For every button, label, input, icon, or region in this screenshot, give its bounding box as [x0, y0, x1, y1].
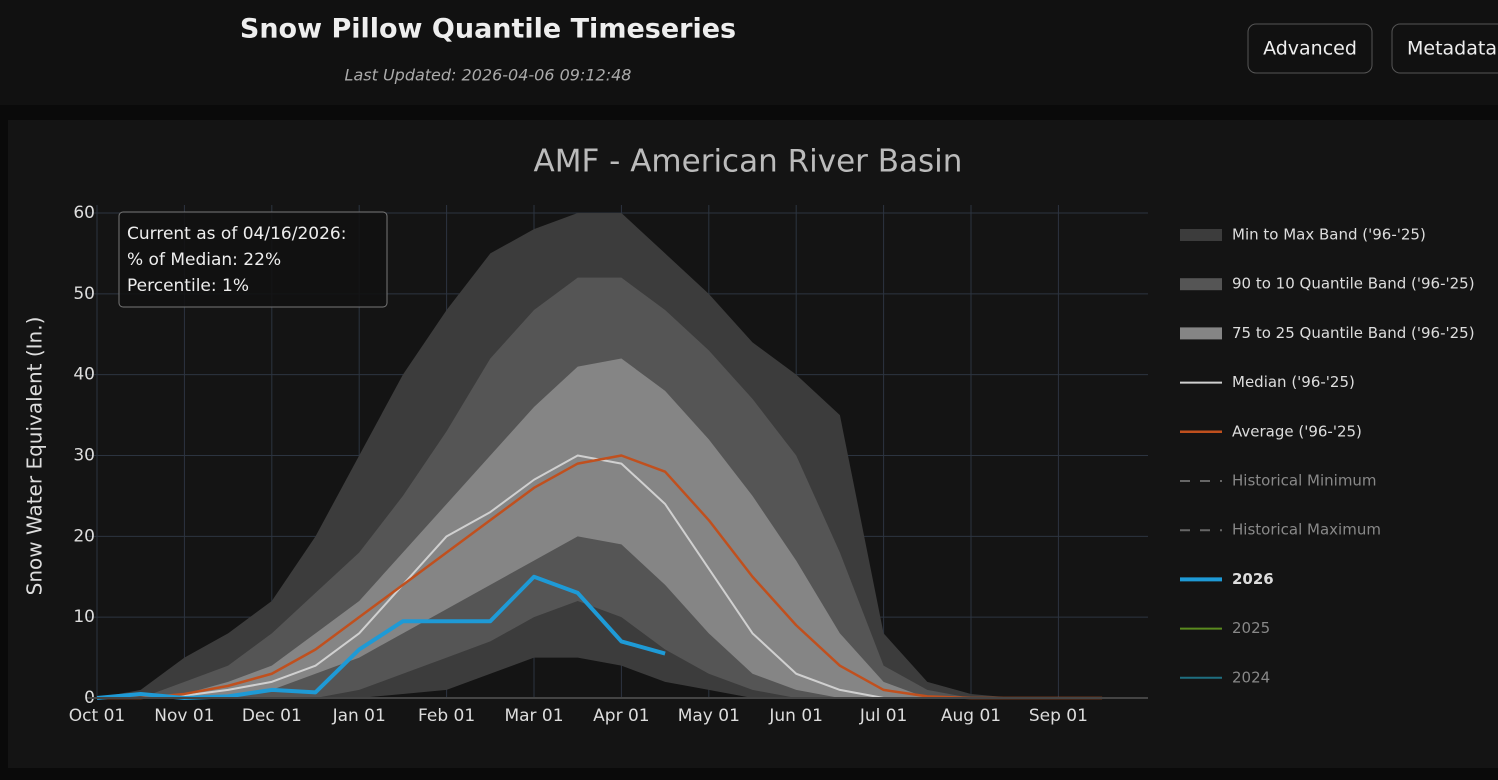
y-tick-label: 10 [73, 607, 95, 627]
legend-label: Min to Max Band ('96-'25) [1232, 226, 1426, 244]
annotation-text: Percentile: 1% [127, 276, 249, 296]
annotation-text: % of Median: 22% [127, 250, 281, 270]
chart-title: AMF - American River Basin [534, 144, 963, 180]
x-tick-label: Oct 01 [69, 706, 125, 726]
page-subtitle: Last Updated: 2026-04-06 09:12:48 [345, 66, 632, 85]
x-tick-label: Nov 01 [154, 706, 214, 726]
y-tick-label: 60 [73, 203, 95, 223]
advanced-button[interactable] [1247, 23, 1373, 74]
x-tick-label: Jul 01 [859, 706, 908, 726]
x-tick-label: Apr 01 [593, 706, 649, 726]
x-tick-label: Feb 01 [418, 706, 475, 726]
legend-label: 2026 [1232, 570, 1274, 588]
legend-label: Historical Maximum [1232, 521, 1381, 539]
page-title: Snow Pillow Quantile Timeseries [240, 14, 736, 45]
button-label[interactable]: Metadata [1407, 38, 1497, 60]
x-tick-label: Jan 01 [332, 706, 386, 726]
x-tick-label: Aug 01 [941, 706, 1001, 726]
x-tick-label: Dec 01 [242, 706, 302, 726]
y-tick-label: 50 [73, 284, 95, 304]
legend-swatch [1180, 278, 1222, 291]
y-tick-label: 30 [73, 446, 95, 466]
y-tick-label: 20 [73, 526, 95, 546]
x-tick-label: May 01 [678, 706, 740, 726]
legend-label: 2025 [1232, 619, 1270, 637]
metadata-button[interactable] [1391, 23, 1498, 74]
legend-swatch [1180, 327, 1222, 340]
legend-label: 2024 [1232, 668, 1270, 686]
legend-label: 90 to 10 Quantile Band ('96-'25) [1232, 275, 1475, 293]
legend-label: Historical Minimum [1232, 472, 1377, 490]
x-tick-label: Sep 01 [1029, 706, 1088, 726]
annotation-box [118, 211, 388, 308]
y-axis-label: Snow Water Equivalent (In.) [23, 317, 47, 596]
annotation-text: Current as of 04/16/2026: [127, 224, 346, 244]
x-tick-label: Mar 01 [504, 706, 563, 726]
x-tick-label: Jun 01 [768, 706, 823, 726]
button-label[interactable]: Advanced [1263, 38, 1357, 60]
y-tick-label: 40 [73, 365, 95, 385]
legend-label: Median ('96-'25) [1232, 373, 1355, 391]
series-line [97, 454, 1103, 700]
legend-swatch [1180, 229, 1222, 241]
legend-label: Average ('96-'25) [1232, 422, 1362, 440]
quantile-band [97, 358, 1103, 698]
legend-label: 75 to 25 Quantile Band ('96-'25) [1232, 324, 1475, 342]
